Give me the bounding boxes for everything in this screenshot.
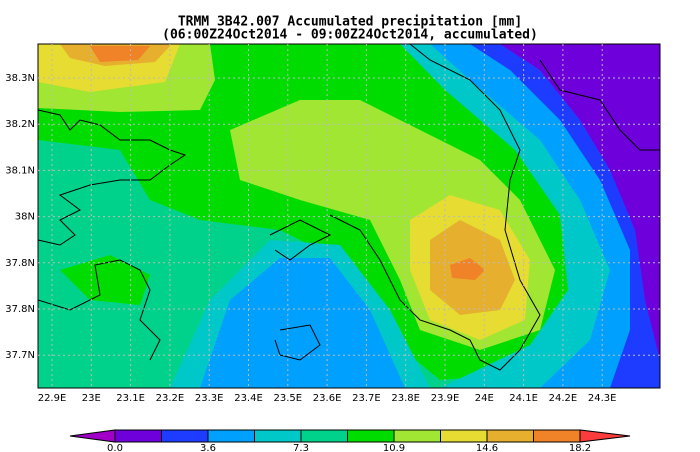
colorbar-label: 7.3 [293, 443, 309, 452]
title: TRMM 3B42.007 Accumulated precipitation … [178, 15, 522, 30]
colorbar-segment [486, 429, 534, 443]
colorbar-segment [300, 429, 348, 443]
x-tick-label: 23.5E [274, 393, 303, 404]
x-tick-label: 23.6E [313, 393, 342, 404]
colorbar-segment [207, 429, 255, 443]
y-tick-label: 38N [15, 212, 35, 223]
x-tick-label: 24.1E [509, 393, 538, 404]
x-tick-label: 23.4E [234, 393, 263, 404]
y-tick-label: 37.7N [5, 350, 35, 361]
x-tick-label: 23.8E [391, 393, 420, 404]
colorbar-label: 3.6 [200, 443, 216, 452]
colorbar-segment [440, 429, 488, 443]
colorbar-segment [114, 429, 162, 443]
x-tick-label: 24.2E [549, 393, 578, 404]
x-tick-label: 24E [475, 393, 494, 404]
colorbar-segment [254, 429, 302, 443]
y-tick-label: 38.1N [5, 165, 35, 176]
y-tick-label: 37.8N [5, 304, 35, 315]
x-tick-label: 22.9E [38, 393, 67, 404]
colorbar-label: 0.0 [107, 443, 123, 452]
colorbar-segment [161, 429, 209, 443]
colorbar-arrow [579, 429, 631, 443]
colorbar-label: 18.2 [569, 443, 591, 452]
colorbar-segment [393, 429, 441, 443]
colorbar-label: 14.6 [476, 443, 498, 452]
y-tick-label: 37.8N [5, 258, 35, 269]
precip-field [38, 44, 660, 388]
y-tick-label: 38.2N [5, 119, 35, 130]
x-tick-label: 23.1E [116, 393, 145, 404]
map-frame [37, 43, 661, 389]
x-tick-label: 23.2E [156, 393, 185, 404]
colorbar-segment [347, 429, 395, 443]
x-tick-label: 23E [82, 393, 101, 404]
colorbar-arrow [69, 429, 116, 443]
colorbar-label: 10.9 [383, 443, 405, 452]
y-tick-label: 38.3N [5, 73, 35, 84]
x-tick-label: 23.3E [195, 393, 224, 404]
x-tick-label: 24.3E [588, 393, 617, 404]
subtitle: (06:00Z24Oct2014 - 09:00Z24Oct2014, accu… [162, 28, 538, 43]
x-tick-label: 23.9E [431, 393, 460, 404]
colorbar-segment [533, 429, 581, 443]
x-tick-label: 23.7E [352, 393, 381, 404]
